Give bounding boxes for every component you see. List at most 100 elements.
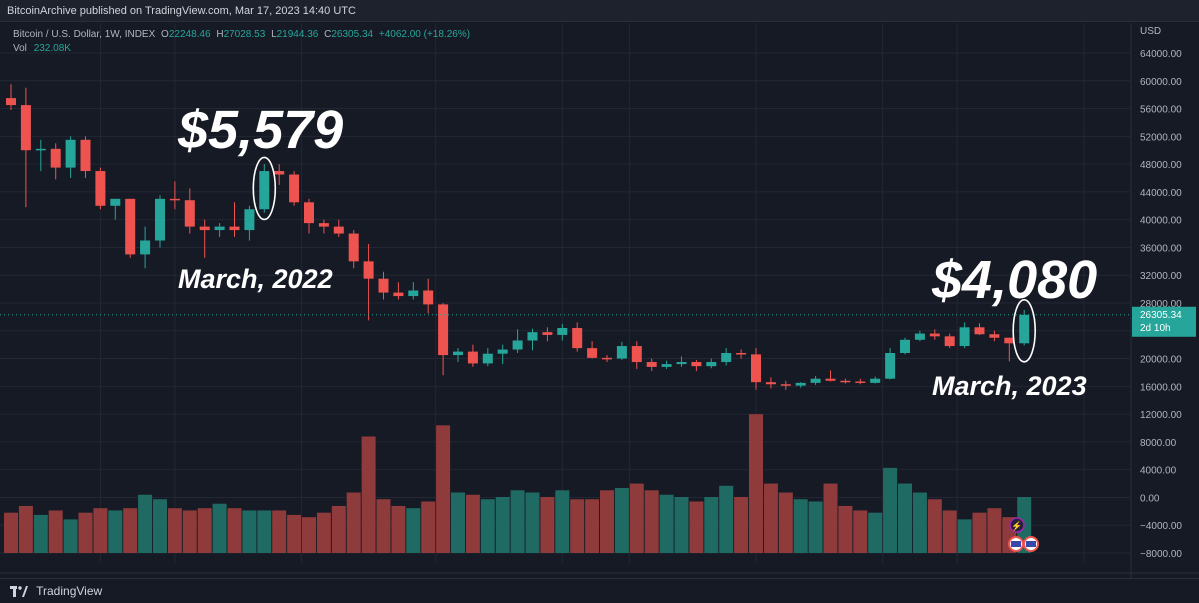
volume-bar[interactable] — [316, 512, 331, 553]
volume-bar[interactable] — [927, 499, 942, 553]
candle-body[interactable] — [1019, 314, 1030, 344]
candle-body[interactable] — [706, 362, 717, 367]
volume-bar[interactable] — [182, 510, 197, 553]
candle-body[interactable] — [393, 292, 404, 297]
volume-bar[interactable] — [4, 512, 18, 553]
volume-bar[interactable] — [793, 499, 808, 553]
volume-bar[interactable] — [63, 519, 78, 553]
candle-body[interactable] — [289, 174, 300, 203]
candle-body[interactable] — [438, 304, 449, 356]
candle-body[interactable] — [870, 378, 881, 383]
candle-body[interactable] — [184, 200, 195, 227]
candle-body[interactable] — [989, 334, 1000, 338]
candle-body[interactable] — [80, 139, 91, 172]
candle-body[interactable] — [110, 198, 121, 206]
candle-body[interactable] — [616, 346, 627, 359]
volume-bar[interactable] — [48, 510, 63, 553]
volume-bar[interactable] — [167, 508, 182, 553]
volume-bar[interactable] — [614, 488, 629, 553]
candle-body[interactable] — [542, 332, 553, 335]
candle-body[interactable] — [736, 353, 747, 355]
volume-bar[interactable] — [465, 494, 480, 553]
candle-body[interactable] — [378, 278, 389, 293]
volume-bar[interactable] — [659, 494, 674, 553]
candle-body[interactable] — [959, 327, 970, 347]
candle-body[interactable] — [318, 223, 329, 227]
volume-bar[interactable] — [78, 512, 93, 553]
volume-bar[interactable] — [763, 483, 778, 553]
volume-bar[interactable] — [361, 436, 376, 553]
volume-bar[interactable] — [227, 508, 242, 553]
volume-bar[interactable] — [972, 512, 987, 553]
candle-body[interactable] — [572, 328, 583, 349]
candle-body[interactable] — [825, 378, 836, 381]
volume-bar[interactable] — [555, 490, 570, 553]
volume-bar[interactable] — [138, 494, 153, 553]
volume-bar[interactable] — [272, 510, 287, 553]
volume-bar[interactable] — [302, 517, 316, 553]
candle-body[interactable] — [363, 261, 374, 279]
candle-body[interactable] — [914, 333, 925, 340]
candle-body[interactable] — [497, 349, 508, 354]
candle-body[interactable] — [244, 209, 255, 231]
candle-body[interactable] — [557, 328, 568, 335]
volume-bar[interactable] — [123, 508, 138, 553]
candle-body[interactable] — [661, 364, 672, 367]
volume-bar[interactable] — [495, 496, 510, 553]
candle-body[interactable] — [229, 226, 240, 231]
candle-body[interactable] — [751, 354, 761, 383]
volume-bar[interactable] — [18, 505, 33, 553]
candle-body[interactable] — [65, 139, 76, 168]
volume-bar[interactable] — [257, 510, 272, 553]
candle-body[interactable] — [765, 382, 776, 385]
candle-body[interactable] — [691, 362, 702, 367]
volume-bar[interactable] — [853, 510, 868, 553]
volume-bar[interactable] — [808, 501, 823, 553]
volume-bar[interactable] — [600, 490, 614, 553]
volume-bar[interactable] — [629, 483, 644, 553]
candle-body[interactable] — [20, 105, 31, 151]
candle-body[interactable] — [467, 351, 478, 364]
candle-body[interactable] — [35, 148, 46, 151]
event-flash-icon[interactable] — [1009, 517, 1025, 533]
candle-body[interactable] — [855, 381, 866, 383]
candle-body[interactable] — [199, 226, 210, 231]
candle-body[interactable] — [840, 380, 851, 383]
volume-bar[interactable] — [376, 499, 391, 553]
volume-bar[interactable] — [868, 512, 883, 553]
candle-body[interactable] — [676, 362, 687, 365]
candle-body[interactable] — [900, 339, 910, 353]
candle-body[interactable] — [453, 351, 463, 356]
volume-bar[interactable] — [451, 492, 465, 553]
candle-body[interactable] — [304, 202, 314, 224]
volume-bar[interactable] — [346, 492, 361, 553]
volume-bar[interactable] — [331, 505, 346, 553]
volume-bar[interactable] — [883, 467, 898, 553]
volume-bar[interactable] — [391, 505, 406, 553]
candle-body[interactable] — [602, 357, 612, 360]
volume-bar[interactable] — [510, 490, 525, 553]
volume-bar[interactable] — [197, 508, 212, 553]
volume-bar[interactable] — [540, 496, 555, 553]
volume-bar[interactable] — [778, 492, 793, 553]
volume-bar[interactable] — [108, 510, 123, 553]
volume-bar[interactable] — [436, 425, 451, 553]
volume-bar[interactable] — [838, 505, 853, 553]
candle-body[interactable] — [95, 171, 106, 206]
volume-bar[interactable] — [823, 483, 838, 553]
candle-body[interactable] — [780, 384, 791, 386]
volume-bar[interactable] — [93, 508, 108, 553]
candle-body[interactable] — [259, 171, 270, 210]
candle-body[interactable] — [631, 346, 642, 363]
candle-body[interactable] — [512, 340, 523, 350]
volume-bar[interactable] — [644, 490, 659, 553]
volume-bar[interactable] — [421, 501, 436, 553]
candle-body[interactable] — [155, 198, 165, 241]
candle-body[interactable] — [169, 198, 180, 201]
candle-body[interactable] — [140, 240, 151, 255]
volume-bar[interactable] — [749, 414, 763, 553]
candle-body[interactable] — [1004, 337, 1015, 344]
candle-body[interactable] — [974, 327, 985, 335]
candle-body[interactable] — [423, 290, 434, 305]
candle-body[interactable] — [646, 362, 657, 367]
